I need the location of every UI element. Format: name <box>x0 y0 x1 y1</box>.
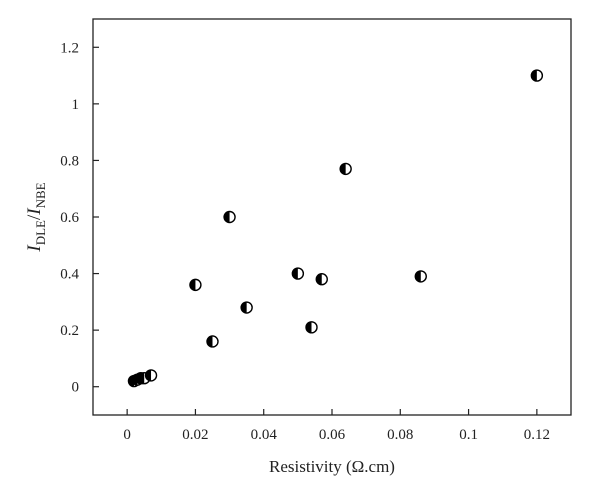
y-axis-title-separator: / <box>24 214 45 220</box>
data-point <box>305 321 318 334</box>
x-tick-label: 0.08 <box>387 427 413 443</box>
data-point <box>530 69 544 82</box>
data-point <box>339 162 352 176</box>
y-tick-label: 0.6 <box>60 210 79 226</box>
x-axis: 0 0.02 0.04 0.06 0.08 0.1 0.12 <box>123 409 550 443</box>
x-tick-label: 0.02 <box>182 427 208 443</box>
x-axis-title: Resistivity (Ω.cm) <box>269 457 395 476</box>
x-tick-label: 0 <box>123 427 131 443</box>
y-tick-label: 0.8 <box>60 153 79 169</box>
y-tick-label: 1.2 <box>60 40 79 56</box>
y-tick-label: 0 <box>72 380 80 396</box>
data-point <box>144 369 158 382</box>
x-tick-label: 0.12 <box>524 427 550 443</box>
x-tick-label: 0.06 <box>319 427 346 443</box>
plot-frame <box>92 18 572 416</box>
data-point <box>189 278 202 292</box>
data-point <box>414 270 427 283</box>
data-point <box>223 210 236 224</box>
data-point <box>206 335 219 348</box>
y-axis-title-sub-2: NBE <box>33 182 48 208</box>
y-axis: 0 0.2 0.4 0.6 0.8 1 1.2 <box>60 40 99 396</box>
y-axis-title-main-1: I <box>24 244 45 253</box>
y-axis-title: IDLE/INBE <box>24 182 48 252</box>
data-point <box>291 267 305 280</box>
data-point <box>315 273 328 286</box>
x-tick-label: 0.04 <box>251 427 278 443</box>
y-tick-label: 0.2 <box>60 323 79 339</box>
y-tick-label: 1 <box>72 97 80 113</box>
x-tick-label: 0.1 <box>459 427 478 443</box>
data-points <box>127 69 544 388</box>
y-tick-label: 0.4 <box>60 267 79 283</box>
y-axis-title-main-2: I <box>24 207 45 216</box>
data-point <box>240 301 253 314</box>
y-axis-title-sub-1: DLE <box>33 220 48 245</box>
